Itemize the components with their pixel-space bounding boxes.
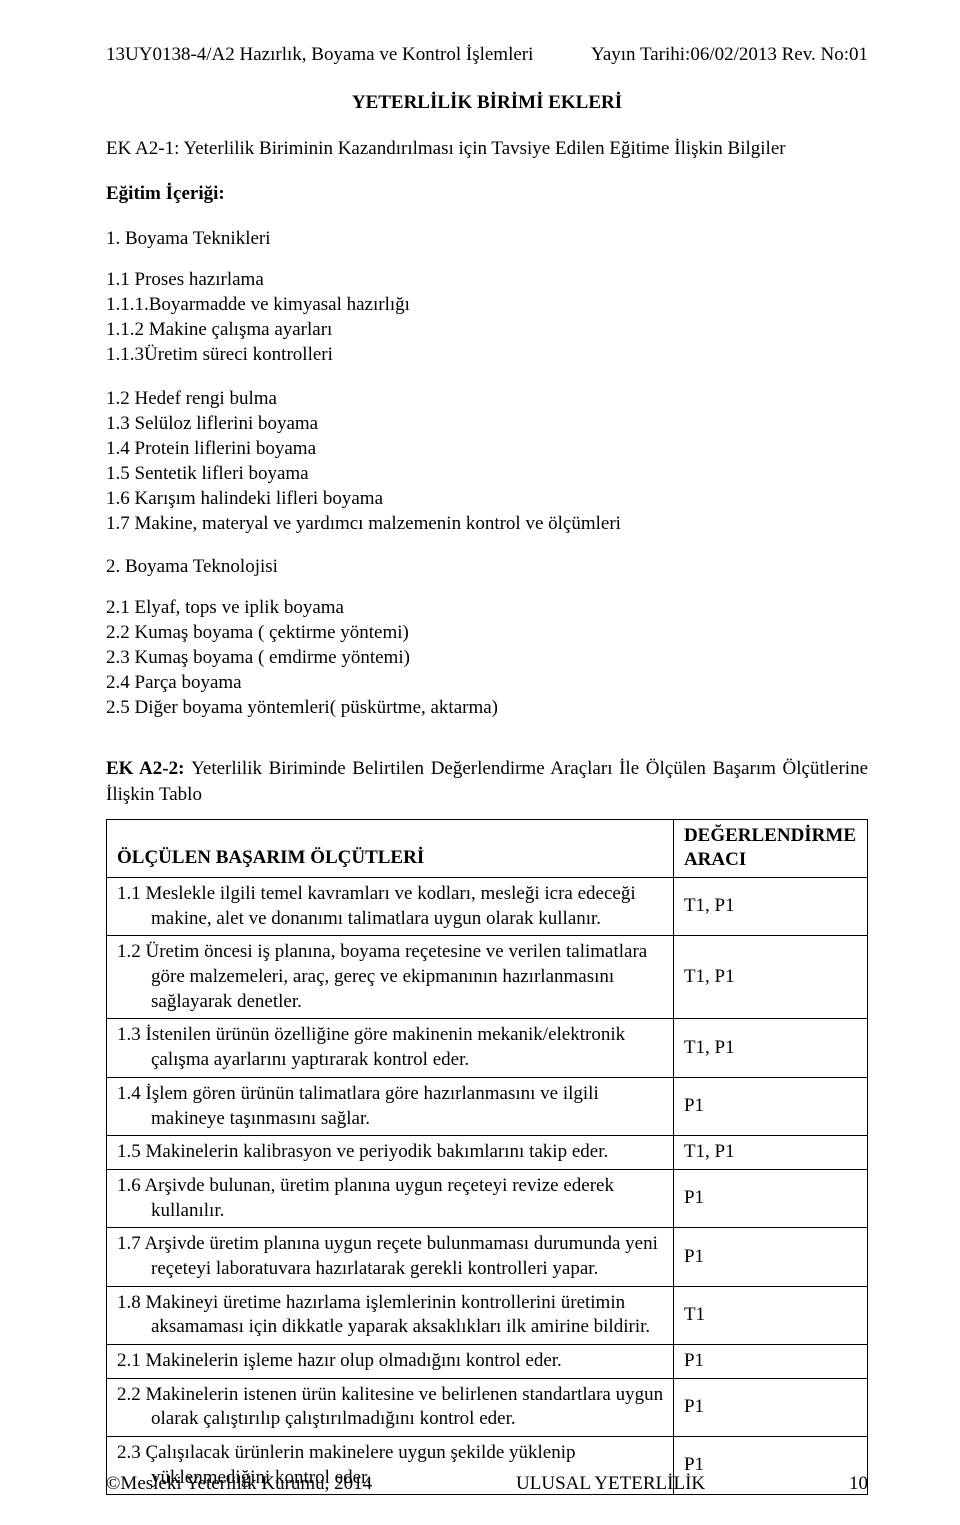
ek-a2-2-rest: Yeterlilik Biriminde Belirtilen Değerlen…: [106, 758, 868, 804]
table-row: 1.6 Arşivde bulunan, üretim planına uygu…: [107, 1169, 868, 1227]
criteria-cell: 2.2 Makinelerin istenen ürün kalitesine …: [107, 1378, 674, 1436]
egitim-icerigi-label: Eğitim İçeriği:: [106, 181, 868, 206]
section-2-title: 2. Boyama Teknolojisi: [106, 554, 868, 579]
tool-cell: T1, P1: [673, 936, 867, 1019]
tool-cell: P1: [673, 1228, 867, 1286]
criteria-cell: 1.4 İşlem gören ürünün talimatlara göre …: [107, 1077, 674, 1135]
footer-left: ©Mesleki Yeterlilik Kurumu, 2014: [106, 1473, 372, 1495]
list-item: 1.1.3Üretim süreci kontrolleri: [106, 342, 868, 367]
annex-title: YETERLİLİK BİRİMİ EKLERİ: [106, 92, 868, 114]
tool-cell: P1: [673, 1169, 867, 1227]
table-header-left: ÖLÇÜLEN BAŞARIM ÖLÇÜTLERİ: [107, 819, 674, 877]
list-item: 2.1 Elyaf, tops ve iplik boyama: [106, 595, 868, 620]
criteria-cell: 1.7 Arşivde üretim planına uygun reçete …: [107, 1228, 674, 1286]
tool-cell: T1, P1: [673, 1019, 867, 1077]
section-1-list-b: 1.2 Hedef rengi bulma1.3 Selüloz lifleri…: [106, 386, 868, 536]
table-row: 2.2 Makinelerin istenen ürün kalitesine …: [107, 1378, 868, 1436]
table-row: 1.8 Makineyi üretime hazırlama işlemleri…: [107, 1286, 868, 1344]
criteria-cell: 1.3 İstenilen ürünün özelliğine göre mak…: [107, 1019, 674, 1077]
list-item: 1.4 Protein liflerini boyama: [106, 436, 868, 461]
header-right: Yayın Tarihi:06/02/2013 Rev. No:01: [591, 44, 868, 66]
tool-cell: P1: [673, 1345, 867, 1379]
list-item: 1.3 Selüloz liflerini boyama: [106, 411, 868, 436]
footer-right: 10: [849, 1473, 868, 1495]
criteria-cell: 2.1 Makinelerin işleme hazır olup olmadı…: [107, 1345, 674, 1379]
table-row: 1.5 Makinelerin kalibrasyon ve periyodik…: [107, 1136, 868, 1170]
criteria-cell: 1.2 Üretim öncesi iş planına, boyama reç…: [107, 936, 674, 1019]
list-item: 1.2 Hedef rengi bulma: [106, 386, 868, 411]
tool-cell: P1: [673, 1378, 867, 1436]
list-item: 1.6 Karışım halindeki lifleri boyama: [106, 486, 868, 511]
list-item: 2.3 Kumaş boyama ( emdirme yöntemi): [106, 645, 868, 670]
footer-center: ULUSAL YETERLİLİK: [516, 1473, 705, 1495]
list-item: 2.4 Parça boyama: [106, 670, 868, 695]
criteria-cell: 1.6 Arşivde bulunan, üretim planına uygu…: [107, 1169, 674, 1227]
list-item: 1.1 Proses hazırlama: [106, 267, 868, 292]
ek-a2-1-heading: EK A2-1: Yeterlilik Biriminin Kazandırıl…: [106, 136, 868, 161]
ek-a2-2-prefix: EK A2-2:: [106, 758, 191, 779]
criteria-table: ÖLÇÜLEN BAŞARIM ÖLÇÜTLERİ DEĞERLENDİRME …: [106, 819, 868, 1496]
list-item: 1.1.2 Makine çalışma ayarları: [106, 317, 868, 342]
table-row: 1.2 Üretim öncesi iş planına, boyama reç…: [107, 936, 868, 1019]
table-header-right: DEĞERLENDİRME ARACI: [673, 819, 867, 877]
section-1-list-a: 1.1 Proses hazırlama1.1.1.Boyarmadde ve …: [106, 267, 868, 367]
list-item: 2.2 Kumaş boyama ( çektirme yöntemi): [106, 620, 868, 645]
table-row: 1.3 İstenilen ürünün özelliğine göre mak…: [107, 1019, 868, 1077]
list-item: 1.7 Makine, materyal ve yardımcı malzeme…: [106, 511, 868, 536]
list-item: 1.5 Sentetik lifleri boyama: [106, 461, 868, 486]
criteria-cell: 1.5 Makinelerin kalibrasyon ve periyodik…: [107, 1136, 674, 1170]
table-row: 1.7 Arşivde üretim planına uygun reçete …: [107, 1228, 868, 1286]
ek-a2-2-heading: EK A2-2: Yeterlilik Biriminde Belirtilen…: [106, 756, 868, 806]
list-item: 1.1.1.Boyarmadde ve kimyasal hazırlığı: [106, 292, 868, 317]
section-2-list: 2.1 Elyaf, tops ve iplik boyama2.2 Kumaş…: [106, 595, 868, 720]
table-row: 2.1 Makinelerin işleme hazır olup olmadı…: [107, 1345, 868, 1379]
tool-cell: P1: [673, 1077, 867, 1135]
header-left: 13UY0138-4/A2 Hazırlık, Boyama ve Kontro…: [106, 44, 533, 66]
tool-cell: T1, P1: [673, 1136, 867, 1170]
table-header-row: ÖLÇÜLEN BAŞARIM ÖLÇÜTLERİ DEĞERLENDİRME …: [107, 819, 868, 877]
tool-cell: T1, P1: [673, 878, 867, 936]
criteria-cell: 1.8 Makineyi üretime hazırlama işlemleri…: [107, 1286, 674, 1344]
criteria-cell: 1.1 Meslekle ilgili temel kavramları ve …: [107, 878, 674, 936]
table-row: 1.1 Meslekle ilgili temel kavramları ve …: [107, 878, 868, 936]
section-1-title: 1. Boyama Teknikleri: [106, 226, 868, 251]
list-item: 2.5 Diğer boyama yöntemleri( püskürtme, …: [106, 695, 868, 720]
tool-cell: T1: [673, 1286, 867, 1344]
table-row: 1.4 İşlem gören ürünün talimatlara göre …: [107, 1077, 868, 1135]
